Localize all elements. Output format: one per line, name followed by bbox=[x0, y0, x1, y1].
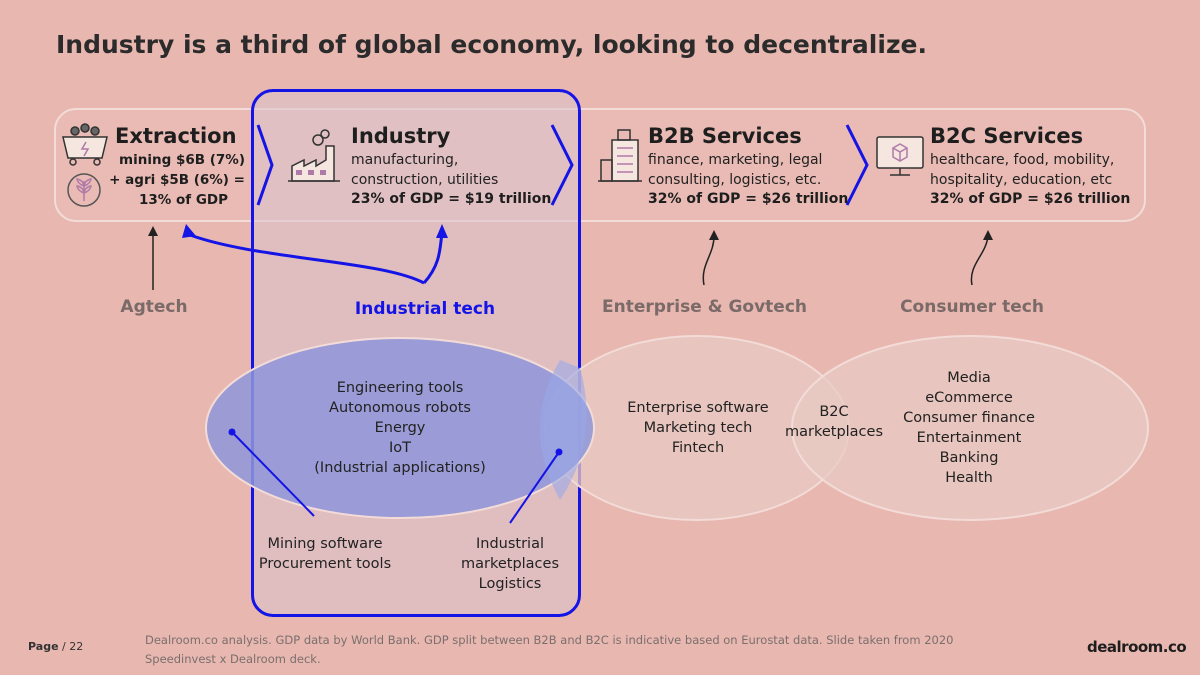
slide-title: Industry is a third of global economy, l… bbox=[56, 30, 927, 59]
industrial-arrow-left bbox=[189, 233, 425, 285]
b2c-sub-1: healthcare, food, mobility, bbox=[930, 152, 1115, 168]
list-item: Procurement tools bbox=[258, 556, 392, 572]
page-label: Page bbox=[28, 640, 59, 653]
enterprise-circle-list: Enterprise software Marketing tech Finte… bbox=[618, 398, 778, 458]
chevron-arrow-3 bbox=[845, 124, 869, 206]
overlap-circle-list: B2C marketplaces bbox=[784, 402, 884, 442]
industry-title: Industry bbox=[351, 124, 451, 148]
b2b-sub-1: finance, marketing, legal bbox=[648, 152, 823, 168]
enterprise-arrow bbox=[702, 235, 715, 286]
b2b-sub-2: consulting, logistics, etc. bbox=[648, 172, 822, 188]
list-item: Enterprise software bbox=[627, 400, 769, 416]
page-indicator: Page / 22 bbox=[28, 640, 83, 653]
industrial-circle bbox=[205, 337, 595, 519]
list-item: Mining software bbox=[267, 536, 383, 552]
b2c-sub-2: hospitality, education, etc bbox=[930, 172, 1113, 188]
callout-right: Industrial marketplaces Logistics bbox=[450, 534, 570, 594]
wheat-icon bbox=[67, 173, 101, 207]
office-building-icon bbox=[598, 129, 642, 182]
consumer-circle-list: Media eCommerce Consumer finance Enterta… bbox=[889, 368, 1049, 488]
consumer-circle bbox=[791, 335, 1149, 521]
category-consumer-tech: Consumer tech bbox=[900, 297, 1044, 317]
callout-line-left bbox=[231, 431, 315, 517]
extraction-line-3: 13% of GDP bbox=[138, 192, 228, 208]
category-agtech: Agtech bbox=[120, 297, 188, 317]
list-item: Consumer finance bbox=[903, 410, 1035, 426]
monitor-box-icon bbox=[876, 136, 924, 176]
list-item: Autonomous robots bbox=[329, 400, 471, 416]
callout-left: Mining software Procurement tools bbox=[250, 534, 400, 574]
list-item: marketplaces bbox=[460, 556, 560, 572]
list-item: Engineering tools bbox=[336, 380, 464, 396]
list-item: IoT bbox=[388, 440, 411, 456]
list-item: Logistics bbox=[478, 576, 542, 592]
list-item: (Industrial applications) bbox=[314, 460, 486, 476]
list-item: Industrial bbox=[475, 536, 544, 552]
list-item: Media bbox=[947, 370, 991, 386]
extraction-line-1: mining $6B (7%) bbox=[119, 152, 245, 168]
dealroom-logo: dealroom.co bbox=[1087, 638, 1187, 656]
list-item: marketplaces bbox=[784, 424, 884, 440]
extraction-title: Extraction bbox=[115, 124, 237, 148]
source-line-2: Speedinvest x Dealroom deck. bbox=[145, 652, 321, 666]
list-item: Fintech bbox=[671, 440, 725, 456]
industrial-arrow-right bbox=[422, 231, 444, 284]
list-item: Energy bbox=[374, 420, 426, 436]
b2c-title: B2C Services bbox=[930, 124, 1084, 148]
category-enterprise-govtech: Enterprise & Govtech bbox=[602, 297, 807, 317]
consumer-arrow bbox=[970, 235, 989, 286]
b2b-gdp: 32% of GDP = $26 trillion bbox=[648, 191, 849, 207]
extraction-line-2: + agri $5B (6%) = bbox=[109, 172, 245, 188]
source-note: Dealroom.co analysis. GDP data by World … bbox=[145, 631, 975, 669]
source-line-1: Dealroom.co analysis. GDP data by World … bbox=[145, 633, 954, 647]
b2b-title: B2B Services bbox=[648, 124, 802, 148]
list-item: Health bbox=[945, 470, 993, 486]
industry-sub-1: manufacturing, bbox=[351, 152, 459, 168]
industry-gdp: 23% of GDP = $19 trillion bbox=[351, 191, 552, 207]
b2c-gdp: 32% of GDP = $26 trillion bbox=[930, 191, 1131, 207]
chevron-arrow-1 bbox=[256, 124, 274, 206]
industrial-enterprise-overlap bbox=[540, 360, 587, 500]
list-item: Marketing tech bbox=[643, 420, 753, 436]
list-item: Entertainment bbox=[916, 430, 1022, 446]
page-number: / 22 bbox=[62, 640, 84, 653]
industrial-circle-list: Engineering tools Autonomous robots Ener… bbox=[300, 378, 500, 478]
mining-cart-icon bbox=[62, 123, 108, 166]
chevron-arrow-2 bbox=[550, 124, 574, 206]
callout-line-right bbox=[509, 451, 560, 524]
category-industrial-tech: Industrial tech bbox=[354, 299, 496, 319]
industry-sub-2: construction, utilities bbox=[351, 172, 499, 188]
sector-band bbox=[54, 108, 1146, 222]
list-item: eCommerce bbox=[925, 390, 1013, 406]
factory-icon bbox=[288, 129, 340, 182]
list-item: Banking bbox=[939, 450, 999, 466]
list-item: B2C bbox=[819, 404, 849, 420]
